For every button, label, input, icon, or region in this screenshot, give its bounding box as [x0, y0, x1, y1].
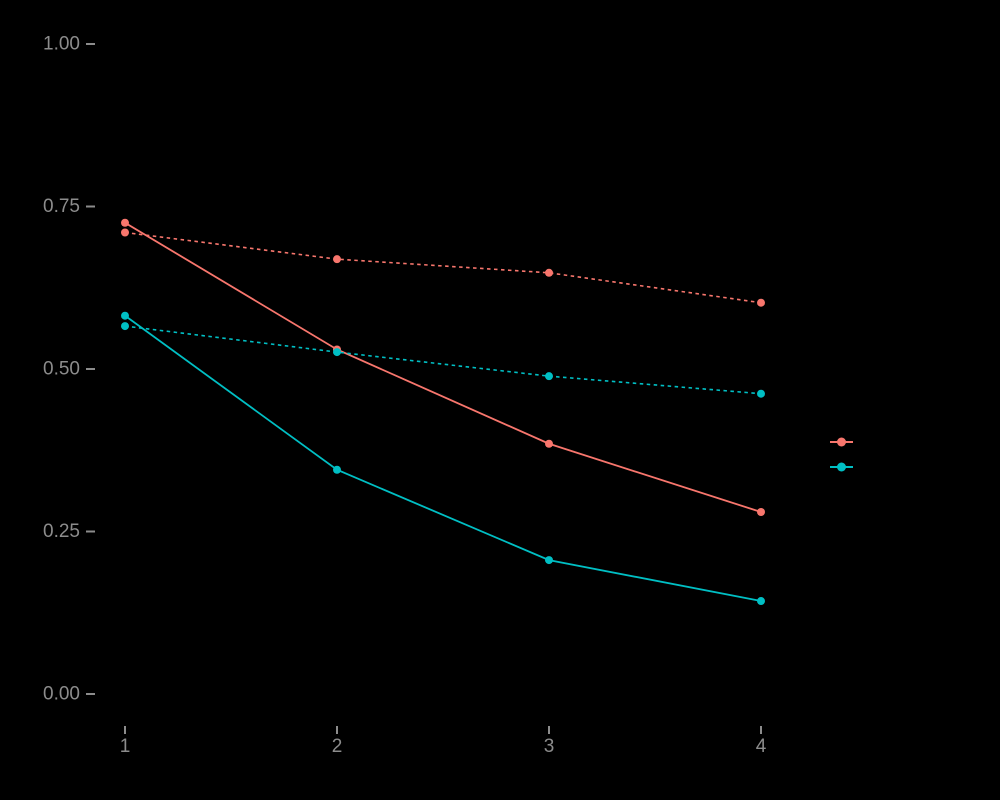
data-point-teal-solid — [121, 311, 129, 320]
y-axis-tick-label: 0.25 — [43, 521, 80, 542]
legend-key-salmon-dot — [837, 437, 846, 447]
x-axis-tick-label: 1 — [120, 736, 131, 757]
series-line-salmon-dashed — [124, 231, 762, 304]
legend-key-teal-dot — [837, 462, 846, 472]
series-line-teal-solid — [124, 314, 762, 602]
data-point-salmon-solid — [545, 439, 553, 448]
data-point-salmon-dashed — [333, 255, 341, 264]
data-point-salmon-solid — [121, 218, 129, 227]
data-point-salmon-dashed — [121, 228, 129, 237]
data-point-teal-solid — [757, 597, 765, 606]
data-point-teal-dashed — [333, 348, 341, 357]
series-line-teal-dashed — [124, 325, 762, 395]
y-axis-tick-label: 0.50 — [43, 359, 80, 380]
y-axis-tick-label: 0.75 — [43, 196, 80, 217]
data-point-salmon-solid — [757, 508, 765, 516]
x-axis-tick-label: 2 — [332, 736, 343, 757]
data-point-teal-dashed — [121, 322, 129, 331]
x-axis-tick-label: 4 — [756, 736, 767, 757]
series-line-salmon-solid — [124, 221, 762, 513]
y-axis-tick-label: 0.00 — [43, 684, 80, 705]
data-point-teal-dashed — [757, 389, 765, 398]
data-point-teal-solid — [545, 556, 553, 565]
data-point-salmon-dashed — [545, 268, 553, 277]
data-point-salmon-dashed — [757, 298, 765, 307]
data-point-teal-solid — [333, 465, 341, 474]
y-axis-tick-label: 1.00 — [43, 34, 80, 55]
data-point-teal-dashed — [545, 372, 553, 381]
x-axis-tick-label: 3 — [544, 736, 555, 757]
